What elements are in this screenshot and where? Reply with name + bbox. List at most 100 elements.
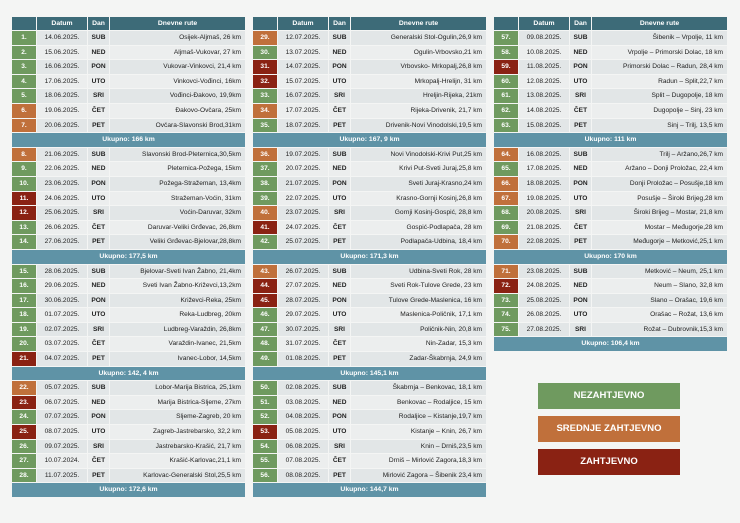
day-cell: PON — [329, 293, 350, 308]
stage-number: 18. — [12, 308, 36, 322]
stage-number: 49. — [253, 352, 277, 366]
day-cell: ČET — [570, 103, 591, 118]
route-cell: Rodaljice – Kistanje,19,7 km — [351, 410, 486, 425]
day-cell: PON — [88, 410, 109, 425]
stage-row: 4. 17.06.2025. UTO Vinkovci-Vođinci, 16km — [12, 74, 245, 89]
route-cell: Karlovac-Generalski Stol,25,5 km — [110, 468, 245, 483]
stage-number: 72. — [494, 279, 518, 293]
stage-row: 21. 04.07.2025. PET Ivanec-Lobor, 14,5km — [12, 352, 245, 366]
stage-number: 10. — [12, 176, 36, 191]
route-cell: Slano – Orašac, 19,6 km — [592, 293, 727, 308]
stage-number: 29. — [253, 31, 277, 45]
date-cell: 21.08.2025. — [519, 220, 569, 235]
route-cell: Vinkovci-Vođinci, 16km — [110, 74, 245, 89]
day-cell: ČET — [329, 337, 350, 352]
stage-row: 33. 16.07.2025. SRI Hreljin-Rijeka, 21km — [253, 89, 486, 103]
date-cell: 16.08.2025. — [519, 147, 569, 162]
route-cell: Daruvar-Veliki Grđevac, 26,8km — [110, 220, 245, 235]
stage-row: 69. 21.08.2025. ČET Mostar – Međugorje,28 k… — [494, 220, 727, 235]
route-cell: Krasno-Gornji Kosinj,26,8 km — [351, 191, 486, 206]
day-cell: ČET — [329, 103, 350, 118]
route-cell: Sveti Rok-Tulove Grede, 23 km — [351, 279, 486, 293]
stage-number: 65. — [494, 162, 518, 176]
week-total: Ukupno: 170 km — [494, 249, 727, 264]
date-cell: 30.06.2025. — [37, 293, 87, 308]
stage-row: 37. 20.07.2025. NED Krivi Put-Sveti Juraj,2… — [253, 162, 486, 176]
stage-row: 16. 29.06.2025. NED Sveti Ivan Žabno-Križev… — [12, 279, 245, 293]
header-cell: Datum — [37, 17, 87, 30]
stage-number: 3. — [12, 60, 36, 74]
date-cell: 27.07.2025. — [278, 279, 328, 293]
route-cell: Mostar – Međugorje,28 km — [592, 220, 727, 235]
date-cell: 17.07.2025. — [278, 103, 328, 118]
route-cell: Sljeme-Zagreb, 20 km — [110, 410, 245, 425]
route-cell: Ivanec-Lobor, 14,5km — [110, 352, 245, 366]
stage-row: 8. 21.06.2025. SUB Slavonski Brod-Pleternic… — [12, 147, 245, 162]
date-cell: 14.08.2025. — [519, 103, 569, 118]
stage-row: 12. 25.06.2025. SRI Voćin-Daruvar, 32km — [12, 206, 245, 220]
date-cell: 13.07.2025. — [278, 45, 328, 60]
header-row: Datum Dan Dnevne rute — [253, 17, 486, 30]
stage-number: 28. — [12, 468, 36, 483]
route-cell: Generalski Stol-Ogulin,26,9 km — [351, 31, 486, 45]
date-cell: 03.08.2025. — [278, 395, 328, 410]
route-cell: Nin-Zadar, 15,3 km — [351, 337, 486, 352]
stage-row: 14. 27.06.2025. PET Veliki Grđevac-Bjelovar… — [12, 235, 245, 249]
stage-number: 33. — [253, 89, 277, 103]
day-cell: NED — [570, 45, 591, 60]
stage-row: 36. 19.07.2025. SUB Novi Vinodolski-Krivi P… — [253, 147, 486, 162]
day-cell: SUB — [88, 381, 109, 395]
day-cell: ČET — [88, 337, 109, 352]
week-total: Ukupno: 167, 9 km — [253, 133, 486, 147]
stage-row: 58. 10.08.2025. NED Vrpolje – Primorski Dol… — [494, 45, 727, 60]
route-table: Datum Dan Dnevne rute 29. 12.07.2025. SUB Gene… — [253, 17, 486, 497]
stage-number: 23. — [12, 395, 36, 410]
date-cell: 19.07.2025. — [278, 147, 328, 162]
route-cell: Rijeka-Drivenik, 21,7 km — [351, 103, 486, 118]
header-cell: Datum — [519, 17, 569, 30]
stage-number: 62. — [494, 103, 518, 118]
stage-number: 7. — [12, 118, 36, 133]
stage-row: 75. 27.08.2025. SRI Rožat – Dubrovnik,15,3 … — [494, 322, 727, 337]
stage-number: 25. — [12, 425, 36, 439]
stage-number: 70. — [494, 235, 518, 249]
stage-number: 64. — [494, 147, 518, 162]
route-cell: Sinj – Trilj, 13,5 km — [592, 118, 727, 133]
stage-row: 30. 13.07.2025. NED Ogulin-Vrbovsko,21 km — [253, 45, 486, 60]
route-cell: Metković – Neum, 25,1 km — [592, 264, 727, 279]
week-total: Ukupno: 166 km — [12, 133, 245, 147]
stage-number: 35. — [253, 118, 277, 133]
week-total: Ukupno: 145,1 km — [253, 366, 486, 381]
date-cell: 15.08.2025. — [519, 118, 569, 133]
stage-row: 41. 24.07.2025. ČET Gospić-Podlapača, 28 km — [253, 220, 486, 235]
header-cell: Datum — [278, 17, 328, 30]
stage-number: 60. — [494, 74, 518, 89]
day-cell: UTO — [329, 308, 350, 322]
route-cell: Maslenica-Poličnik, 17,1 km — [351, 308, 486, 322]
day-cell: SRI — [329, 439, 350, 454]
day-cell: UTO — [88, 74, 109, 89]
date-cell: 24.07.2025. — [278, 220, 328, 235]
day-cell: PON — [570, 176, 591, 191]
stage-number: 43. — [253, 264, 277, 279]
stage-row: 20. 03.07.2025. ČET Varaždin-Ivanec, 21,5km — [12, 337, 245, 352]
day-cell: SRI — [570, 89, 591, 103]
header-cell: Dan — [329, 17, 350, 30]
header-cell — [253, 17, 277, 30]
stage-number: 68. — [494, 206, 518, 220]
day-cell: SUB — [88, 31, 109, 45]
stage-row: 64. 16.08.2025. SUB Trilj – Aržano,26,7 km — [494, 147, 727, 162]
stage-number: 15. — [12, 264, 36, 279]
route-cell: Ogulin-Vrbovsko,21 km — [351, 45, 486, 60]
stage-number: 52. — [253, 410, 277, 425]
day-cell: UTO — [329, 74, 350, 89]
route-cell: Međugorje – Metković,25,1 km — [592, 235, 727, 249]
stage-number: 71. — [494, 264, 518, 279]
stage-number: 6. — [12, 103, 36, 118]
date-cell: 01.07.2025. — [37, 308, 87, 322]
day-cell: ČET — [88, 220, 109, 235]
date-cell: 01.08.2025. — [278, 352, 328, 366]
date-cell: 17.08.2025. — [519, 162, 569, 176]
route-cell: Neum – Slano, 32,8 km — [592, 279, 727, 293]
date-cell: 17.06.2025. — [37, 74, 87, 89]
